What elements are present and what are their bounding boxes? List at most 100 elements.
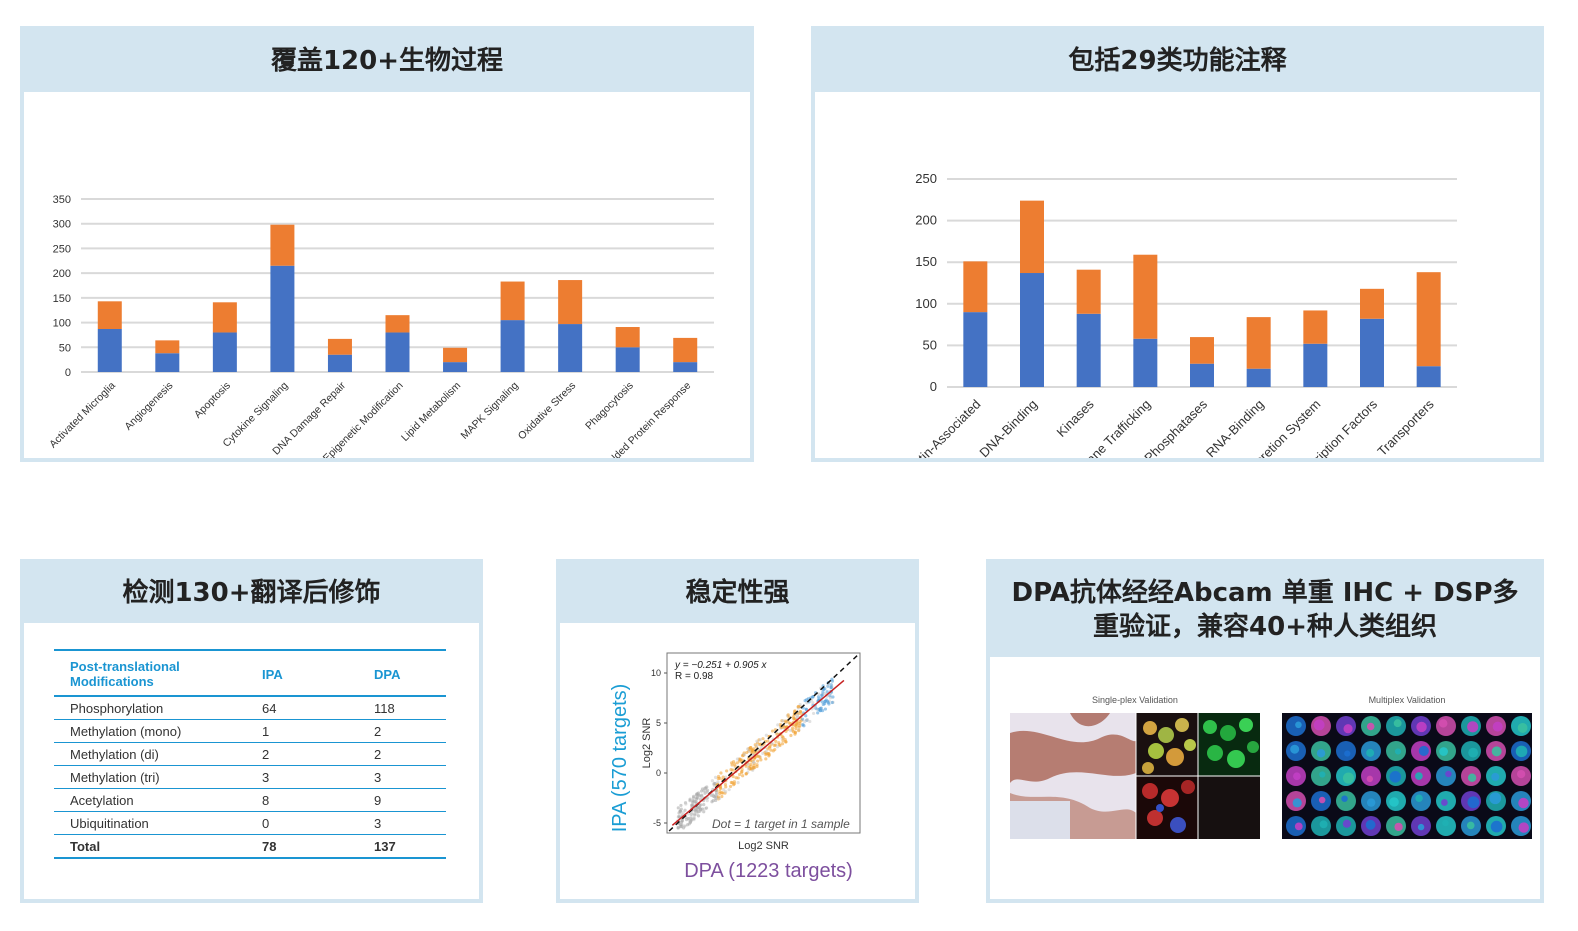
tissue-core-detail <box>1389 771 1402 783</box>
bar-segment-blue <box>97 328 122 372</box>
bar-segment-orange <box>1303 310 1328 344</box>
ptm-row: Methylation (tri) 3 3 <box>54 765 446 789</box>
y-tick-label: 50 <box>923 337 937 352</box>
tissue-core-detail <box>1518 797 1529 809</box>
scatter-point <box>749 762 753 767</box>
ptm-header-row: Post-translational Modifications IPA DPA <box>54 649 446 697</box>
ptm-row: Methylation (di) 2 2 <box>54 742 446 766</box>
ptm-cell-modification: Ubiquitination <box>54 811 246 835</box>
tissue-core-detail <box>1366 722 1375 731</box>
y-tick-label: 0 <box>65 367 71 379</box>
scatter-point <box>825 690 829 694</box>
scatter-point <box>750 748 754 753</box>
tissue-core-detail <box>1319 820 1328 829</box>
ptm-cell-modification: Total <box>54 834 246 859</box>
scatter-point <box>724 775 728 779</box>
scatter-point <box>738 772 742 777</box>
ptm-table: Post-translational Modifications IPA DPA… <box>54 649 446 859</box>
ptm-cell-modification: Methylation (tri) <box>54 765 246 789</box>
scatter-point <box>676 806 680 810</box>
ptm-title: 检测130+翻译后修饰 <box>24 563 479 623</box>
x-tick-label: Chromatin-Associated <box>882 397 983 458</box>
scatter-point <box>720 794 724 799</box>
scatter-point <box>746 747 750 751</box>
scatter-point <box>755 743 759 748</box>
scatter-point <box>758 755 762 759</box>
bar-segment-blue <box>1416 366 1441 387</box>
scatter-point <box>702 789 706 793</box>
scatter-point <box>830 700 834 705</box>
bar-segment-orange <box>155 340 180 354</box>
scatter-point <box>695 796 699 800</box>
scatter-point <box>744 772 748 776</box>
bar-segment-blue <box>1133 338 1158 387</box>
bar-segment-blue <box>1076 313 1101 387</box>
scatter-point <box>819 706 823 710</box>
bar-segment-orange <box>500 281 525 321</box>
ptm-row: Acetylation 8 9 <box>54 788 446 812</box>
multiplex-caption: Multiplex Validation <box>1368 695 1446 705</box>
scatter-point <box>758 742 762 747</box>
x-axis-label: Log2 SNR <box>738 840 789 852</box>
scatter-point <box>741 774 745 778</box>
ptm-cell-dpa: 3 <box>358 811 446 835</box>
bar-segment-orange <box>1190 337 1214 364</box>
tissue-core-detail <box>1344 750 1351 757</box>
tissue-core-detail <box>1518 822 1529 833</box>
scatter-point <box>794 726 798 731</box>
scatter-point <box>759 758 763 762</box>
y-outer-label: IPA (570 targets) <box>609 684 631 833</box>
bio-process-title: 覆盖120+生物过程 <box>24 30 750 92</box>
scatter-point <box>747 756 751 760</box>
y-tick-label: 150 <box>53 293 71 305</box>
scatter-point <box>830 677 834 681</box>
scatter-point <box>689 803 694 807</box>
y-tick-label: 10 <box>651 668 661 678</box>
tissue-core-detail <box>1439 719 1448 728</box>
tissue-core-detail <box>1290 744 1300 754</box>
scatter-point <box>703 786 707 790</box>
scatter-point <box>740 767 744 772</box>
tissue-core-detail <box>1343 724 1353 734</box>
tissue-core-detail <box>1418 745 1429 756</box>
scatter-point <box>750 767 754 771</box>
scatter-point <box>748 746 753 750</box>
identity-line <box>668 654 859 832</box>
scatter-point <box>684 802 688 806</box>
scatter-point <box>820 700 824 704</box>
scatter-point <box>804 714 808 718</box>
bar-segment-blue <box>500 320 525 372</box>
tissue-core-detail <box>1467 773 1477 782</box>
bar-segment-blue <box>443 362 468 372</box>
scatter-point <box>704 806 709 810</box>
tissue-core-detail <box>1319 771 1326 778</box>
ptm-total-row: Total 78 137 <box>54 834 446 859</box>
scatter-point <box>789 733 793 738</box>
tissue-core-detail <box>1441 799 1448 806</box>
tissue-core-detail <box>1294 822 1303 831</box>
scatter-point <box>764 757 768 761</box>
bar-segment-orange <box>1076 269 1101 314</box>
scatter-point <box>724 790 728 794</box>
scatter-point <box>790 726 795 730</box>
scatter-point <box>755 764 759 769</box>
scatter-point <box>788 728 793 732</box>
x-tick-label: Unfolded Protein Response <box>594 380 693 458</box>
scatter-point <box>686 816 690 821</box>
scatter-point <box>805 717 810 722</box>
bar-segment-orange <box>443 347 468 363</box>
stability-scatter-chart: 10 5 0 -5 y = −0.251 + 0.905 xR = 0.98 Dot = … <box>609 652 861 882</box>
bar-segment-orange <box>1246 317 1271 369</box>
scatter-point <box>828 694 832 698</box>
bar-segment-orange <box>385 315 410 333</box>
y-tick-label: -5 <box>653 818 661 828</box>
x-tick-label: Apoptosis <box>192 380 233 421</box>
scatter-point <box>729 768 733 772</box>
scatter-point <box>693 808 697 812</box>
bar-segment-blue <box>558 324 583 372</box>
scatter-point <box>764 733 768 737</box>
scatter-point <box>731 760 736 764</box>
scatter-point <box>808 719 812 724</box>
ptm-cell-ipa: 8 <box>246 788 358 812</box>
bar-segment-orange <box>558 280 583 325</box>
